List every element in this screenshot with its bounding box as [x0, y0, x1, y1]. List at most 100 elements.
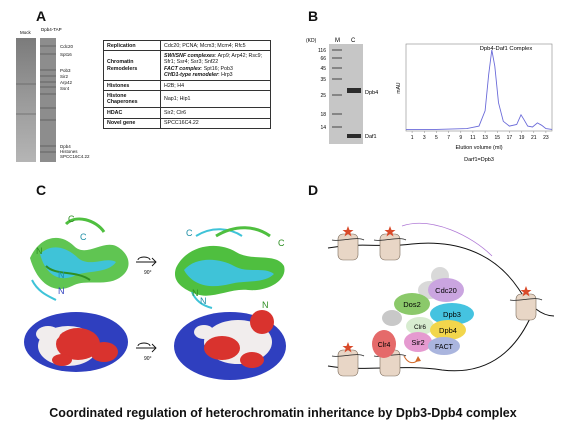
electrostatic-surface-right — [174, 310, 286, 380]
figure-caption: Coordinated regulation of heterochromati… — [49, 406, 517, 420]
dpb4-band — [347, 88, 361, 93]
electrostatic-surface-left — [24, 312, 128, 372]
arrowhead-icon — [415, 356, 421, 362]
protein-label: FACT — [435, 344, 454, 351]
protein-sir2: Sir2 — [404, 332, 432, 352]
complex-name: SWI/SNF complexes — [164, 52, 215, 59]
protein-label: Clr4 — [378, 342, 391, 349]
terminus-label: C — [68, 214, 75, 224]
terminus-label: N — [200, 296, 207, 306]
table-value: H2B; H4 — [160, 80, 271, 92]
ribbon-structure-right — [174, 226, 285, 309]
band-label: Sir2 — [60, 74, 68, 79]
chart-footnote: Darf1=Dpb3 — [464, 157, 494, 163]
marker-label: 18 — [320, 112, 326, 118]
protein-label: Dos2 — [403, 300, 421, 309]
silver-stained-gel: Mock Dpb4-TAP Cdc20 Spt16 Pob3 Sir2 Arp4… — [16, 27, 90, 162]
table-category: HDAC — [103, 107, 161, 119]
protein-label: Dpb3 — [443, 310, 461, 319]
chart-series-line — [406, 49, 553, 130]
marker-label: 116 — [318, 48, 326, 54]
panel-letter-a: A — [36, 8, 47, 24]
terminus-label: N — [58, 270, 65, 280]
complex-members: : Hrp3 — [218, 72, 233, 79]
panel-c-structures: C C N N N 90° C — [24, 214, 286, 380]
table-row: Replication Cdc20; PCNA; Mcm3; Mcm4; Rfc… — [103, 39, 271, 52]
table-value: SPCC16C4.22 — [160, 117, 271, 130]
rotation-arrow-icon — [136, 342, 157, 353]
protein-fact: FACT — [428, 337, 460, 355]
protein-clr4: Clr4 — [372, 330, 396, 358]
terminus-label: N — [192, 288, 199, 298]
marker-label: 25 — [320, 93, 326, 99]
band-label: SPCC16C4.22 — [60, 154, 90, 159]
band-label: Ssr4 — [60, 86, 70, 91]
table-category: Novel gene — [103, 117, 161, 130]
table-row: HDAC Sir2; Clr6 — [103, 107, 271, 119]
table-value: Sir2; Clr6 — [160, 107, 271, 119]
terminus-label: N — [58, 286, 65, 296]
complex-name: FACT complex — [164, 65, 201, 72]
protein-label: Dpb4 — [439, 326, 457, 335]
terminus-label: C — [80, 232, 87, 242]
panel-a-gel: Mock Dpb4-TAP Cdc20 Spt16 Pob3 Sir2 Arp4… — [10, 24, 96, 164]
x-tick-label: 13 — [482, 135, 488, 141]
panel-d-model: Dos2 Cdc20 Dpb3 Clr6 Dpb4 Clr4 Sir2 FAC — [327, 222, 555, 377]
nucleosome-icon — [373, 226, 407, 261]
table-category: Replication — [103, 39, 161, 52]
band-label: Pob3 — [60, 68, 71, 73]
table-value: Nap1; Hip1 — [160, 90, 271, 109]
rotation-arrow-icon — [136, 256, 157, 267]
protein-dos2: Dos2 — [394, 293, 430, 315]
band-label: Histones — [60, 149, 78, 154]
dna-strand — [327, 313, 533, 372]
table-category: Histones — [103, 80, 161, 92]
dna-strand-purple — [401, 222, 493, 257]
table-row: Histones H2B; H4 — [103, 80, 271, 92]
lane-label-mock: Mock — [20, 30, 32, 35]
nucleosome-icon — [331, 342, 365, 377]
elution-chart: mAU Dpb4-Daf1 Complex 1 3 5 7 9 11 13 15 17 19 21 2… — [396, 43, 553, 163]
band-label: Cdc20 — [60, 44, 74, 49]
protein-label: Sir2 — [411, 338, 424, 347]
panel-letter-d: D — [308, 182, 319, 198]
chart-y-axis-label: mAU — [396, 82, 402, 94]
protein-cdc20: Cdc20 — [428, 278, 464, 302]
gel-background — [329, 44, 363, 144]
nucleosome-icon — [509, 286, 543, 321]
chart-x-axis-label: Elution volume (ml) — [455, 145, 502, 151]
terminus-label: C — [186, 228, 193, 238]
x-tick-label: 15 — [495, 135, 501, 141]
x-tick-label: 23 — [543, 135, 549, 141]
lane-label-c: C — [351, 38, 356, 44]
chart-plot-frame — [405, 43, 553, 132]
chart-title: Dpb4-Daf1 Complex — [480, 46, 533, 52]
protein-dpb3: Dpb3 — [430, 303, 474, 325]
mock-lane — [16, 38, 36, 162]
panel-letter-c: C — [36, 182, 47, 198]
x-tick-label: 11 — [470, 135, 475, 141]
complex-members: : Arp9; Arp42; Rsc9; Sfr1; Ssr4; Ssr3; S… — [164, 52, 263, 66]
lane-label-dpb4-tap: Dpb4-TAP — [41, 27, 62, 32]
panel-b-gel: (KD) M C 116 66 45 35 25 18 14 Dpb4 Daf1 — [306, 38, 378, 144]
rotation-label: 90° — [144, 270, 152, 276]
interactor-table: Replication Cdc20; PCNA; Mcm3; Mcm4; Rfc… — [103, 39, 271, 130]
x-tick-label: 5 — [435, 135, 438, 141]
x-tick-label: 19 — [519, 135, 525, 141]
marker-label: 66 — [320, 56, 326, 62]
complex-members: : Spt16; Pob3 — [200, 65, 233, 72]
x-tick-label: 21 — [531, 135, 537, 141]
rotation-label: 90° — [144, 356, 152, 362]
terminus-label: C — [278, 238, 285, 248]
terminus-label: N — [36, 246, 43, 256]
panel-letter-b: B — [308, 8, 319, 24]
x-tick-label: 7 — [447, 135, 450, 141]
x-tick-label: 17 — [507, 135, 513, 141]
table-row: Histone Chaperones Nap1; Hip1 — [103, 90, 271, 109]
table-value: SWI/SNF complexes: Arp9; Arp42; Rsc9; Sf… — [160, 50, 271, 82]
table-category: Histone Chaperones — [103, 90, 161, 109]
x-tick-label: 1 — [411, 135, 414, 141]
table-row: Chromatin Remodelers SWI/SNF complexes: … — [103, 50, 271, 82]
table-row: Novel gene SPCC16C4.22 — [103, 117, 271, 130]
